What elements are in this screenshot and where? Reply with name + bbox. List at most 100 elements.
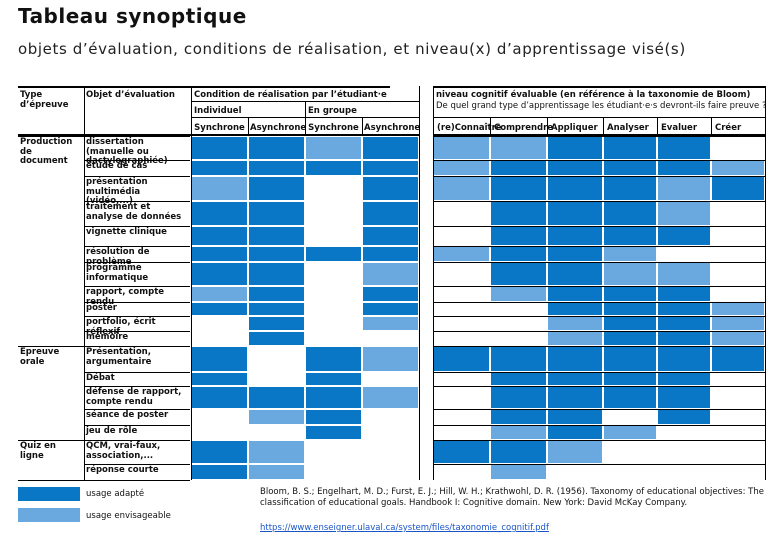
niveau-cell — [603, 286, 657, 302]
legend-adapte-label: usage adapté — [86, 489, 145, 499]
niveau-cell — [547, 464, 603, 480]
niveau-cell — [490, 226, 547, 246]
row-divider — [84, 331, 190, 332]
column-divider — [419, 86, 420, 480]
row-divider — [433, 372, 765, 373]
header-niveau: niveau cognitif évaluable (en référence … — [436, 90, 751, 100]
condition-cell — [362, 440, 419, 464]
row-label: séance de poster — [86, 410, 169, 420]
condition-cell — [248, 464, 305, 480]
row-divider — [433, 425, 765, 426]
condition-cell — [305, 262, 362, 286]
group-label: Epreuve orale — [20, 347, 60, 367]
niveau-cell — [657, 246, 711, 262]
row-divider — [84, 409, 190, 410]
row-label: mémoire — [86, 332, 129, 342]
page-subtitle: objets d’évaluation, conditions de réali… — [18, 40, 686, 58]
column-divider — [191, 86, 192, 480]
niveau-cell — [433, 409, 490, 425]
header-rule — [433, 117, 765, 118]
niveau-cell — [711, 286, 765, 302]
niveau-cell — [547, 331, 603, 346]
niveau-cell — [490, 246, 547, 262]
condition-cell — [305, 226, 362, 246]
condition-cell — [248, 440, 305, 464]
niveau-col-header: Créer — [715, 123, 742, 133]
niveau-cell — [433, 176, 490, 201]
condition-cell — [191, 201, 248, 226]
row-divider — [433, 160, 765, 161]
niveau-cell — [490, 316, 547, 331]
header-bottom-rule — [433, 134, 765, 136]
column-divider — [547, 117, 548, 134]
row-divider — [84, 346, 190, 347]
page-title: Tableau synoptique — [18, 4, 247, 28]
niveau-cell — [711, 409, 765, 425]
condition-cell — [191, 331, 248, 346]
condition-cell — [191, 440, 248, 464]
niveau-cell — [657, 201, 711, 226]
column-divider — [248, 117, 249, 134]
niveau-col-header: Appliquer — [551, 123, 598, 133]
row-label: Présentation, argumentaire — [86, 347, 152, 367]
niveau-cell — [490, 464, 547, 480]
condition-cell — [191, 316, 248, 331]
niveau-cell — [657, 331, 711, 346]
condition-cell — [305, 409, 362, 425]
niveau-cell — [433, 425, 490, 440]
niveau-cell — [657, 160, 711, 176]
condition-cell — [191, 226, 248, 246]
row-label: poster — [86, 303, 118, 313]
niveau-cell — [433, 160, 490, 176]
niveau-cell — [433, 372, 490, 386]
niveau-cell — [433, 226, 490, 246]
condition-cell — [362, 246, 419, 262]
column-divider — [657, 117, 658, 134]
row-divider — [84, 440, 190, 441]
row-label: résolution de problème — [86, 247, 150, 266]
niveau-cell — [603, 331, 657, 346]
row-divider — [84, 201, 190, 202]
condition-cell — [362, 386, 419, 409]
row-divider — [433, 386, 765, 387]
niveau-cell — [657, 425, 711, 440]
header-top-rule — [433, 86, 765, 88]
niveau-cell — [711, 346, 765, 372]
niveau-cell — [603, 160, 657, 176]
niveau-cell — [490, 176, 547, 201]
legend-envisageable-label: usage envisageable — [86, 511, 171, 521]
niveau-cell — [433, 136, 490, 160]
row-divider — [433, 201, 765, 202]
row-divider — [433, 440, 765, 441]
condition-cell — [191, 386, 248, 409]
condition-cell — [191, 425, 248, 440]
niveau-col-header: (re)Connaître — [437, 123, 502, 133]
condition-cell — [248, 386, 305, 409]
reference-link[interactable]: https://www.enseigner.ulaval.ca/system/f… — [260, 523, 549, 533]
condition-cell — [191, 302, 248, 316]
niveau-cell — [547, 286, 603, 302]
niveau-cell — [657, 409, 711, 425]
header-top-rule — [18, 86, 390, 88]
condition-cell — [362, 286, 419, 302]
condition-cell — [305, 176, 362, 201]
group-divider — [18, 136, 84, 137]
niveau-cell — [433, 386, 490, 409]
row-divider — [433, 226, 765, 227]
condition-cell — [248, 346, 305, 372]
niveau-cell — [433, 331, 490, 346]
condition-cell — [248, 246, 305, 262]
condition-cell — [191, 464, 248, 480]
condition-cell — [305, 316, 362, 331]
row-divider — [84, 262, 190, 263]
niveau-cell — [657, 302, 711, 316]
niveau-cell — [603, 440, 657, 464]
cond-col-header: Synchrone — [194, 123, 245, 133]
row-divider — [433, 464, 765, 465]
niveau-cell — [657, 372, 711, 386]
niveau-cell — [433, 246, 490, 262]
header-condition: Condition de réalisation par l’étudiant·… — [194, 90, 387, 100]
condition-cell — [248, 262, 305, 286]
row-label: programme informatique — [86, 263, 149, 283]
group-divider — [18, 346, 84, 347]
